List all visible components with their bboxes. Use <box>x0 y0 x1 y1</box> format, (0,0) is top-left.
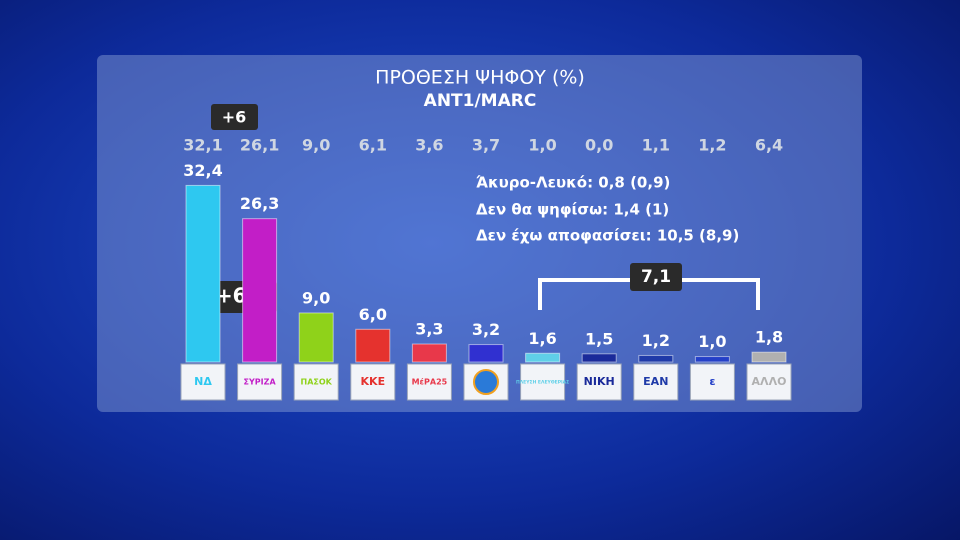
previous-value-label: 3,7 <box>472 136 500 155</box>
logo-box <box>350 363 396 401</box>
value-label: 1,8 <box>755 328 783 347</box>
previous-value-label: 1,0 <box>528 136 556 155</box>
x-tick-label: ΣΥΡΙΖΑ <box>244 378 277 387</box>
bar <box>355 328 391 363</box>
logo-box <box>633 363 679 401</box>
bar <box>468 344 504 363</box>
bar <box>185 184 221 363</box>
value-label: 3,3 <box>415 320 443 339</box>
bar <box>298 312 334 363</box>
chart-title: ΠΡΟΘΕΣΗ ΨΗΦΟΥ (%) <box>375 67 585 89</box>
value-label: 26,3 <box>240 194 279 213</box>
panel <box>97 55 862 412</box>
logo-icon <box>473 369 499 395</box>
value-label: 1,2 <box>642 331 670 350</box>
value-label: 1,5 <box>585 329 613 348</box>
previous-value-label: 1,2 <box>698 136 726 155</box>
logo-box <box>293 363 339 401</box>
previous-value-label: 32,1 <box>183 136 222 155</box>
x-tick-label: ΝΔ <box>194 375 212 388</box>
value-label: 9,0 <box>302 288 330 307</box>
note: Άκυρο-Λευκό: 0,8 (0,9) <box>476 174 670 192</box>
logo-box <box>406 363 452 401</box>
annotation: 7,1 <box>641 267 671 287</box>
bar <box>581 353 617 363</box>
x-tick-label: ΑΛΛΟ <box>752 375 787 388</box>
value-label: 1,0 <box>698 332 726 351</box>
note: Δεν θα ψηφίσω: 1,4 (1) <box>476 201 669 219</box>
previous-value-label: 3,6 <box>415 136 443 155</box>
previous-value-label: 0,0 <box>585 136 613 155</box>
previous-value-label: 6,1 <box>359 136 387 155</box>
x-tick-label: ΝΙΚΗ <box>584 375 615 388</box>
x-tick-label: ε <box>709 375 715 388</box>
bar <box>242 218 278 363</box>
value-label: 1,6 <box>528 329 556 348</box>
logo-box <box>180 363 226 401</box>
previous-value-label: 6,4 <box>755 136 783 155</box>
bar <box>694 356 730 363</box>
previous-value-label: 9,0 <box>302 136 330 155</box>
value-label: 32,4 <box>183 161 222 180</box>
logo-box <box>520 363 566 401</box>
chart-subtitle: ANT1/MARC <box>424 91 537 111</box>
x-tick-label: ΕΑΝ <box>643 375 668 388</box>
logo-box <box>576 363 622 401</box>
note: Δεν έχω αποφασίσει: 10,5 (8,9) <box>476 227 739 245</box>
value-label: 3,2 <box>472 320 500 339</box>
x-tick-label: ΚΚΕ <box>361 375 386 388</box>
bar <box>525 352 561 363</box>
bar <box>411 343 447 363</box>
x-tick-label: ΠΛΕΥΣΗ ΕΛΕΥΘΕΡΙΑΣ <box>516 380 569 386</box>
previous-value-label: 26,1 <box>240 136 279 155</box>
bar <box>638 354 674 363</box>
badge <box>211 104 258 130</box>
logo-box <box>746 363 792 401</box>
logo-box <box>237 363 283 401</box>
x-tick-label: ΠΑΣΟΚ <box>301 378 333 387</box>
value-label: 6,0 <box>359 305 387 324</box>
bar <box>751 351 787 363</box>
x-tick-label: ΜέΡΑ25 <box>412 377 448 387</box>
previous-value-label: 1,1 <box>642 136 670 155</box>
logo-box <box>689 363 735 401</box>
badge <box>630 263 682 291</box>
annotation: +6 <box>222 108 247 127</box>
